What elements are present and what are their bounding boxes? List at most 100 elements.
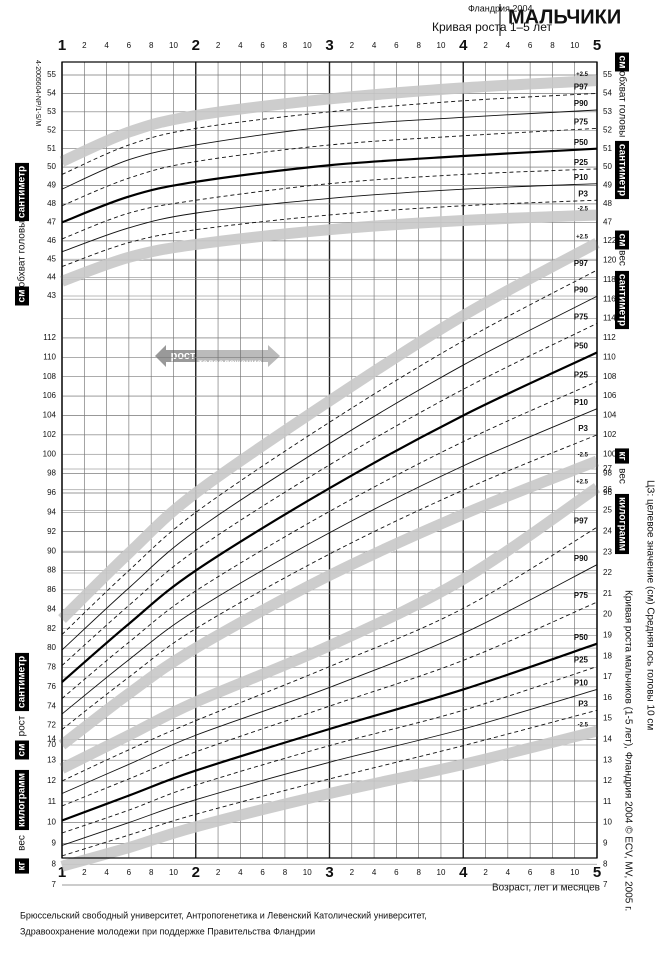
x-tick-label: 10 [437, 868, 446, 877]
y-tick-label: 100 [43, 449, 57, 458]
series-label: P75 [574, 118, 589, 127]
y-tick-label: 108 [43, 372, 57, 381]
y-tick-label: 90 [47, 546, 56, 555]
y2-tick-label: 25 [603, 506, 612, 515]
series-label: +2.5 [576, 235, 589, 241]
series-label: -2.5 [578, 207, 589, 213]
percentile-line [61, 526, 598, 782]
plot-frame [61, 61, 598, 859]
axis-title: вес [616, 468, 627, 484]
x-tick-label: 2 [192, 37, 200, 54]
percentile-line [61, 295, 598, 651]
x-tick-label: 10 [437, 41, 446, 50]
series-label: P10 [574, 398, 589, 407]
percentile-line [61, 689, 598, 846]
x-tick-label: 6 [528, 41, 533, 50]
y-tick-label: 106 [43, 391, 57, 400]
y-tick-label: 74 [47, 701, 56, 710]
series-label: P10 [574, 173, 589, 182]
y2-tick-label: 54 [603, 89, 612, 98]
y-tick-label: 47 [47, 217, 56, 226]
y-tick-label: 45 [47, 254, 56, 263]
sd-band [58, 238, 600, 623]
x-tick-label: 6 [127, 868, 132, 877]
sd-band [59, 483, 601, 774]
y-tick-label: 102 [43, 430, 57, 439]
x-tick-label: 5 [593, 37, 601, 54]
header-sex: МАЛЬЧИКИ [508, 6, 621, 28]
x-tick-label: 4 [104, 41, 109, 50]
y2-tick-label: 106 [603, 391, 617, 400]
axis-title-text: сантиметр [616, 144, 627, 196]
y2-tick-label: 118 [603, 275, 616, 284]
y-tick-label: 78 [47, 663, 56, 672]
axis-title: килограмм [15, 769, 29, 831]
axis-title-box [615, 493, 629, 555]
y-tick-label: 49 [47, 181, 56, 190]
y2-tick-label: 12 [603, 776, 612, 785]
curves [59, 75, 598, 287]
percentile-line [61, 408, 598, 715]
y2-tick-label: 50 [603, 162, 612, 171]
y-tick-label: 44 [47, 273, 56, 282]
x-tick-label: 8 [550, 41, 555, 50]
axis-title-box [15, 286, 29, 306]
percentile-line [61, 709, 598, 857]
y2-tick-label: 24 [603, 527, 612, 536]
y-tick-label: 80 [47, 643, 56, 652]
y2-tick-label: 49 [603, 181, 612, 190]
axis-title-text: сантиметр [17, 656, 28, 708]
x-tick-label: 4 [238, 868, 243, 877]
x-tick-label: 8 [416, 41, 421, 50]
x-tick-label: 6 [260, 868, 265, 877]
y-tick-label: 48 [47, 199, 56, 208]
y2-tick-label: 27 [603, 464, 612, 473]
y-tick-label: 9 [52, 839, 57, 848]
axis-title-box [15, 652, 29, 712]
y2-tick-label: 10 [603, 818, 612, 827]
series-label: P97 [574, 516, 589, 525]
grid [61, 62, 598, 886]
y2-tick-label: 55 [603, 70, 612, 79]
axis-title-box [615, 52, 629, 72]
sd-band [58, 455, 600, 750]
y2-tick-label: 52 [603, 125, 612, 134]
series-label: P97 [574, 83, 589, 92]
series-label: +2.5 [576, 72, 589, 78]
axis-title-box [15, 740, 29, 760]
y2-tick-label: 47 [603, 217, 612, 226]
percentile-line [61, 564, 598, 794]
percentile-line [61, 381, 598, 699]
axis-title-box [615, 230, 629, 250]
percentile-line [61, 351, 598, 683]
percentile-line [61, 92, 598, 175]
y2-tick-label: 98 [603, 469, 612, 478]
axis-title: сантиметр [15, 162, 29, 222]
y2-tick-label: 18 [603, 651, 612, 660]
y2-tick-label: 102 [603, 430, 617, 439]
y2-tick-label: 53 [603, 107, 612, 116]
axis-title-box [615, 448, 629, 464]
axis-title: вес [616, 250, 627, 266]
y2-tick-label: 96 [603, 488, 612, 497]
axis-title: см [615, 230, 629, 250]
percentile-line [61, 109, 598, 190]
x-tick-label: 2 [350, 868, 355, 877]
x-tick-label: 2 [350, 41, 355, 50]
y2-tick-label: 17 [603, 672, 612, 681]
y2-tick-label: 8 [603, 859, 608, 868]
footer-line: Брюссельский свободный университет, Антр… [20, 910, 427, 920]
axis-title: сантиметр [15, 652, 29, 712]
x-tick-label: 6 [528, 868, 533, 877]
y2-tick-label: 7 [603, 880, 608, 889]
series-label: -2.5 [578, 453, 589, 459]
series-label: P97 [574, 259, 589, 268]
axis-title: обхват головы [616, 71, 628, 138]
axis-title-box [15, 162, 29, 222]
y-tick-label: 104 [43, 411, 57, 420]
series-label: P3 [578, 699, 588, 708]
x-tick-label: 1 [58, 37, 66, 54]
axis-title: см [615, 52, 629, 72]
y2-tick-label: 104 [603, 411, 617, 420]
